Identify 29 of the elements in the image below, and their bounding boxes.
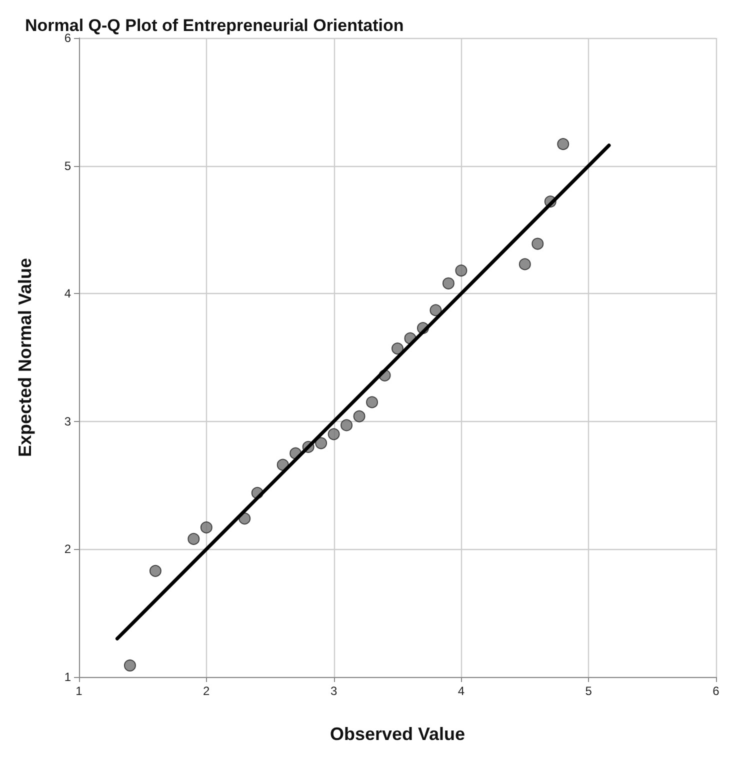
point [430, 304, 442, 316]
x-tick-label: 3 [330, 684, 338, 698]
point [315, 437, 328, 450]
point [328, 428, 340, 440]
point [366, 396, 378, 408]
point [518, 258, 531, 270]
point [340, 419, 353, 432]
x-tick-label: 1 [76, 684, 83, 698]
point [124, 660, 136, 672]
x-tick-label: 2 [203, 684, 210, 698]
point [455, 264, 468, 277]
point [200, 521, 212, 534]
point [149, 564, 162, 577]
point [353, 410, 366, 422]
y-axis-title: Expected Normal Value [15, 258, 35, 458]
x-tick-label: 4 [458, 684, 465, 698]
point [442, 277, 454, 290]
x-tick-label: 5 [585, 684, 592, 698]
y-tick-label: 4 [64, 286, 72, 301]
point [188, 532, 200, 545]
point [532, 238, 544, 250]
point [557, 138, 570, 150]
y-tick-label: 3 [64, 414, 72, 428]
point [392, 342, 404, 355]
x-tick-label: 6 [712, 684, 720, 698]
y-tick-label: 2 [64, 542, 72, 556]
x-axis-title: Observed Value [330, 724, 466, 744]
y-tick-label: 5 [64, 158, 72, 173]
y-tick-label: 1 [64, 670, 72, 684]
